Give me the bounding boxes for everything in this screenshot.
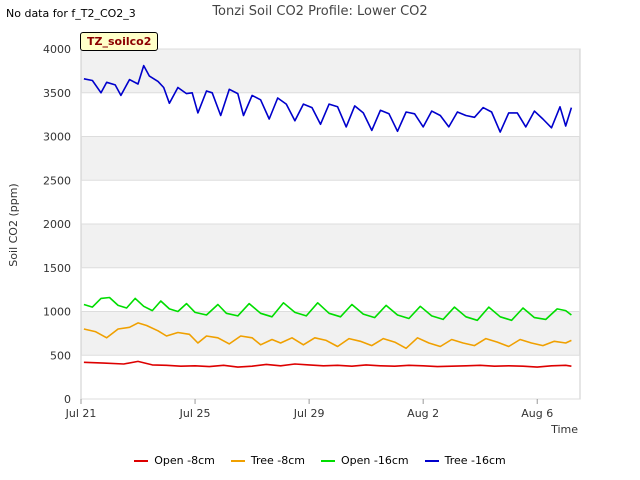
no-data-note: No data for f_T2_CO2_3 xyxy=(6,7,136,20)
legend-label: Tree -16cm xyxy=(444,454,506,467)
y-tick-label: 4000 xyxy=(43,43,71,56)
x-tick-label: Aug 2 xyxy=(407,407,439,420)
x-tick-label: Jul 29 xyxy=(293,407,325,420)
y-tick-label: 1000 xyxy=(43,306,71,319)
legend-swatch xyxy=(134,459,149,462)
legend-item-tree-16cm: Tree -16cm xyxy=(424,454,506,467)
series-line-tree-16cm xyxy=(83,64,573,133)
y-tick-label: 2500 xyxy=(43,174,71,187)
y-tick-label: 3000 xyxy=(43,131,71,144)
series-line-open-8cm xyxy=(83,360,572,368)
legend-swatch xyxy=(424,459,439,462)
y-tick-label: 500 xyxy=(50,349,71,362)
x-tick-label: Aug 6 xyxy=(521,407,553,420)
legend-swatch xyxy=(230,459,245,462)
x-axis-label: Time xyxy=(550,423,578,436)
grid-band xyxy=(81,136,580,181)
series-line-tree-8cm xyxy=(83,322,572,350)
y-tick-label: 0 xyxy=(64,393,71,406)
grid-band xyxy=(81,224,580,268)
y-tick-label: 3500 xyxy=(43,87,71,100)
legend-item-open-16cm: Open -16cm xyxy=(321,454,409,467)
legend-item-open-8cm: Open -8cm xyxy=(134,454,215,467)
x-axis-ticks: Jul 21 Jul 25 Jul 29 Aug 2 Aug 6 xyxy=(65,399,553,420)
y-axis-ticks: 0 500 1000 1500 2000 2500 3000 3500 4000 xyxy=(43,43,71,406)
x-tick-label: Jul 21 xyxy=(65,407,97,420)
grid-band xyxy=(81,311,580,356)
legend: Open -8cm Tree -8cm Open -16cm Tree -16c… xyxy=(0,454,640,467)
y-tick-label: 1500 xyxy=(43,262,71,275)
grid-lines xyxy=(81,48,580,400)
series-lines xyxy=(83,64,573,368)
grid-band xyxy=(81,49,580,93)
series-line-open-16cm xyxy=(83,296,572,322)
legend-swatch xyxy=(321,459,335,462)
chart-title: Tonzi Soil CO2 Profile: Lower CO2 xyxy=(212,4,428,19)
site-tag: TZ_soilco2 xyxy=(80,32,159,51)
legend-label: Open -8cm xyxy=(154,454,215,467)
legend-item-tree-8cm: Tree -8cm xyxy=(230,454,305,467)
legend-label: Tree -8cm xyxy=(250,454,305,467)
y-tick-label: 2000 xyxy=(43,218,71,231)
grid-bands xyxy=(81,49,580,356)
legend-label: Open -16cm xyxy=(341,454,409,467)
y-axis-label: Soil CO2 (ppm) xyxy=(7,183,20,266)
x-tick-label: Jul 25 xyxy=(179,407,211,420)
